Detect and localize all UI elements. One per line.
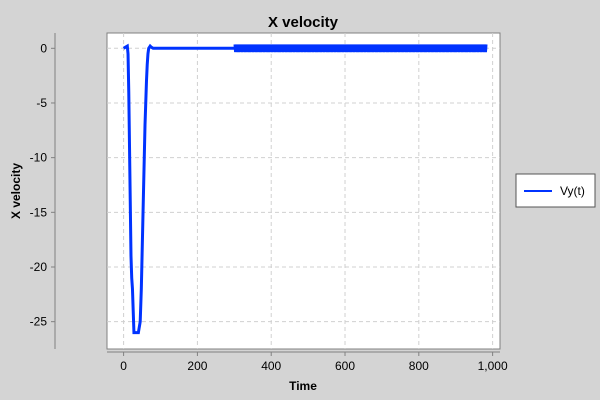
x-tick-label: 1,000 [478,359,508,373]
x-tick-label: 200 [187,359,207,373]
x-tick-label: 400 [261,359,281,373]
series-layer [122,43,488,335]
y-axis-title: X velocity [9,163,23,219]
x-tick-label: 0 [120,359,127,373]
y-tick-label: -10 [30,151,48,165]
x-axis-title: Time [289,379,317,393]
y-tick-label: -25 [30,315,48,329]
plot-area [106,32,501,350]
series-noise-band [233,44,488,53]
y-tick-label: -20 [30,260,48,274]
legend: Vy(t) [515,173,596,208]
y-tick-label: 0 [40,41,47,55]
x-tick-label: 600 [335,359,355,373]
axes [54,33,500,353]
x-axis-ticks: 0 200 400 600 800 1,000 [120,352,508,373]
x-tick-label: 800 [409,359,429,373]
y-tick-label: -15 [30,205,48,219]
y-axis-ticks: 0 -5 -10 -15 -20 -25 [30,41,55,329]
series-line-vy [122,43,488,335]
legend-label-vy: Vy(t) [560,184,585,198]
y-tick-label: -5 [36,96,47,110]
chart-title: X velocity [268,14,339,31]
